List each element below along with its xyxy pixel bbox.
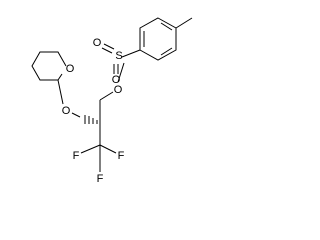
atom-label: O xyxy=(114,84,123,96)
bond xyxy=(99,144,117,154)
benzene-ring xyxy=(139,17,177,61)
bond xyxy=(103,43,115,50)
bond xyxy=(57,79,64,105)
bond xyxy=(80,144,101,154)
bond xyxy=(71,112,81,118)
bond xyxy=(121,49,141,58)
atom-label: O xyxy=(112,74,121,86)
thp-ring xyxy=(31,51,67,81)
atom-label: O xyxy=(62,105,71,117)
bond xyxy=(117,62,125,83)
bond xyxy=(101,47,113,54)
bond xyxy=(175,17,193,29)
bond xyxy=(99,91,114,101)
atom-label: F xyxy=(73,150,80,162)
atom-label: F xyxy=(97,173,104,185)
bond xyxy=(160,47,173,56)
atom-label: F xyxy=(118,150,125,162)
page: O S O O O O F F F (() => { const data = … xyxy=(31,17,193,185)
bond xyxy=(160,22,173,31)
structure: O S O O O O F F F xyxy=(31,17,193,185)
atom-label: O xyxy=(66,63,75,75)
atom-label: O xyxy=(93,37,102,49)
atom-label: S xyxy=(115,50,122,62)
